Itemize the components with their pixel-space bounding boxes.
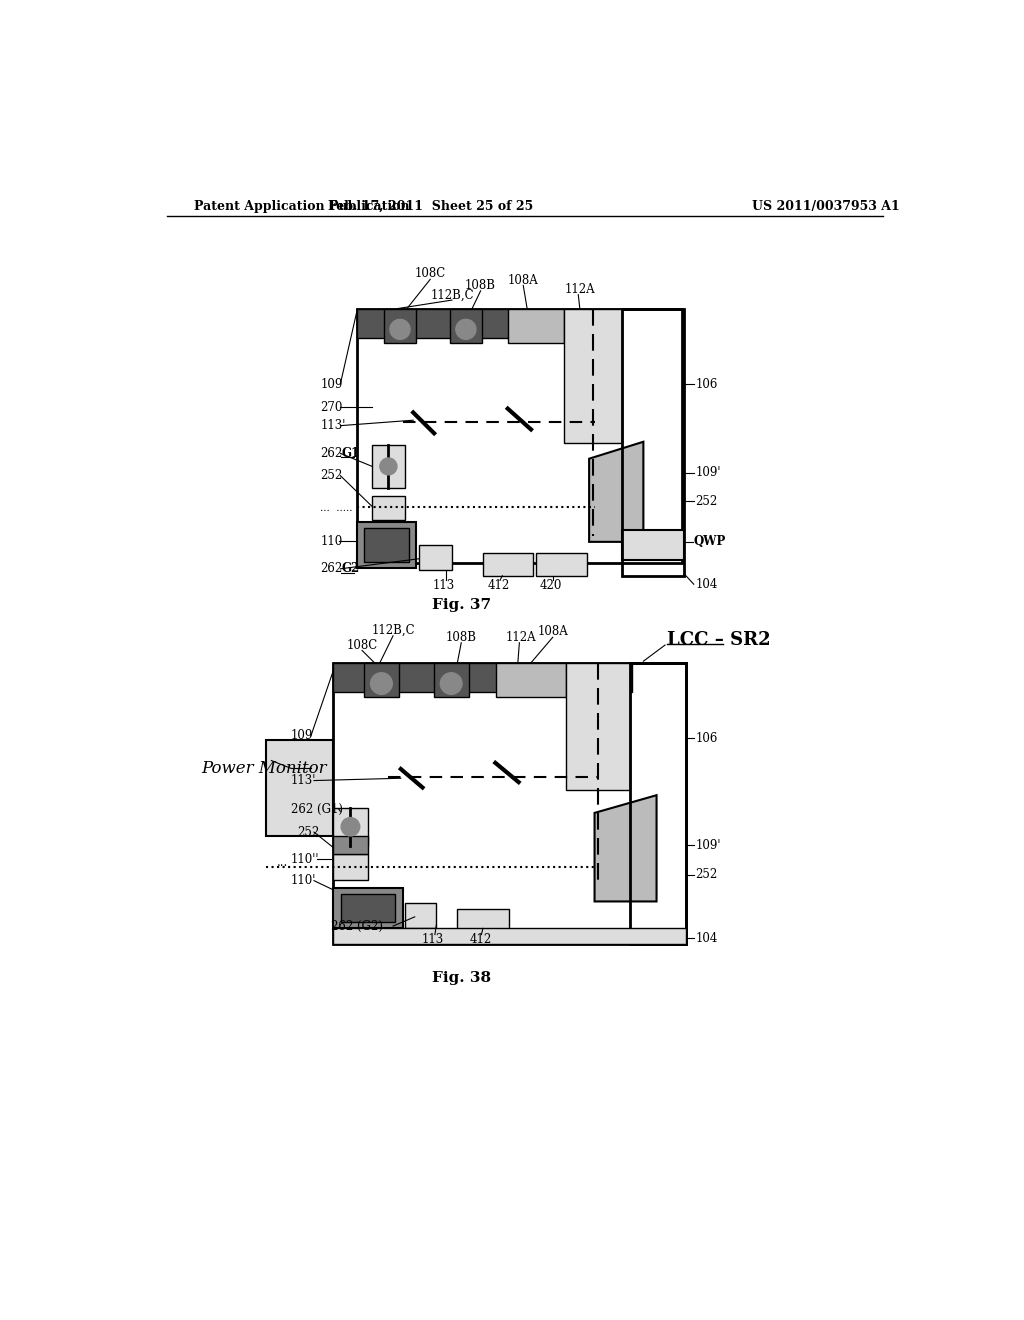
Circle shape bbox=[380, 458, 397, 475]
Text: 252: 252 bbox=[321, 469, 342, 482]
Text: 109: 109 bbox=[321, 378, 343, 391]
Circle shape bbox=[341, 817, 359, 836]
Text: Fig. 38: Fig. 38 bbox=[432, 972, 490, 986]
Polygon shape bbox=[334, 836, 369, 854]
Circle shape bbox=[440, 673, 462, 694]
Circle shape bbox=[456, 319, 476, 339]
Polygon shape bbox=[483, 553, 532, 576]
Text: G1: G1 bbox=[341, 446, 359, 459]
Text: 110'': 110'' bbox=[291, 853, 319, 866]
Text: 113: 113 bbox=[432, 579, 455, 593]
Text: 252: 252 bbox=[695, 869, 718, 880]
Polygon shape bbox=[589, 442, 643, 543]
Text: 106: 106 bbox=[695, 731, 718, 744]
Text: 113': 113' bbox=[321, 418, 345, 432]
Polygon shape bbox=[266, 739, 334, 836]
Text: ...  .....: ... ..... bbox=[321, 504, 352, 513]
Polygon shape bbox=[434, 663, 469, 697]
Text: QWP: QWP bbox=[693, 536, 726, 548]
Polygon shape bbox=[536, 553, 587, 576]
Text: ...: ... bbox=[276, 857, 288, 870]
Text: 109: 109 bbox=[291, 730, 313, 742]
Text: 110: 110 bbox=[321, 535, 342, 548]
Polygon shape bbox=[356, 521, 417, 568]
Text: G2: G2 bbox=[341, 562, 359, 576]
Text: 262: 262 bbox=[321, 446, 342, 459]
Polygon shape bbox=[404, 903, 436, 928]
Text: Patent Application Publication: Patent Application Publication bbox=[194, 199, 410, 213]
Polygon shape bbox=[384, 309, 417, 343]
Polygon shape bbox=[458, 909, 509, 936]
Polygon shape bbox=[356, 309, 621, 338]
Polygon shape bbox=[419, 545, 452, 570]
Polygon shape bbox=[595, 795, 656, 902]
Text: Power Monitor: Power Monitor bbox=[202, 760, 328, 776]
Text: 109': 109' bbox=[695, 466, 721, 479]
Text: 270: 270 bbox=[321, 400, 343, 413]
Text: 109': 109' bbox=[695, 838, 721, 851]
Text: 113: 113 bbox=[422, 933, 443, 946]
Text: LCC – SR2: LCC – SR2 bbox=[667, 631, 770, 648]
Text: 412: 412 bbox=[487, 579, 510, 593]
Text: 110': 110' bbox=[291, 874, 316, 887]
Text: 420: 420 bbox=[540, 579, 562, 593]
Polygon shape bbox=[334, 663, 632, 692]
Polygon shape bbox=[563, 309, 623, 444]
Text: 108B: 108B bbox=[445, 631, 477, 644]
Polygon shape bbox=[372, 445, 406, 488]
Text: 104: 104 bbox=[695, 578, 718, 591]
Text: 108C: 108C bbox=[346, 639, 378, 652]
Polygon shape bbox=[334, 854, 369, 880]
Text: 112A: 112A bbox=[506, 631, 537, 644]
Text: 252: 252 bbox=[695, 495, 718, 508]
Circle shape bbox=[390, 319, 410, 339]
Polygon shape bbox=[372, 496, 406, 520]
Text: 108A: 108A bbox=[538, 626, 568, 639]
Text: 106: 106 bbox=[695, 378, 718, 391]
Text: 412: 412 bbox=[469, 933, 492, 946]
Polygon shape bbox=[566, 663, 630, 789]
Polygon shape bbox=[623, 529, 684, 561]
Text: 112B,C: 112B,C bbox=[430, 289, 474, 302]
Circle shape bbox=[371, 673, 392, 694]
Polygon shape bbox=[508, 309, 563, 343]
Text: 108B: 108B bbox=[465, 279, 496, 292]
Text: US 2011/0037953 A1: US 2011/0037953 A1 bbox=[752, 199, 899, 213]
Text: 108C: 108C bbox=[415, 268, 445, 280]
Polygon shape bbox=[496, 663, 566, 697]
Polygon shape bbox=[334, 808, 369, 846]
Polygon shape bbox=[334, 928, 686, 944]
Polygon shape bbox=[365, 663, 399, 697]
Polygon shape bbox=[450, 309, 482, 343]
Text: 113': 113' bbox=[291, 774, 316, 787]
Text: 262: 262 bbox=[321, 562, 342, 576]
Polygon shape bbox=[334, 887, 403, 928]
Text: 104: 104 bbox=[695, 932, 718, 945]
Text: 262 (G1): 262 (G1) bbox=[291, 803, 343, 816]
Text: 112A: 112A bbox=[564, 282, 595, 296]
Text: 252: 252 bbox=[297, 825, 319, 838]
Text: 262 (G2): 262 (G2) bbox=[331, 920, 383, 933]
Text: 112B,C: 112B,C bbox=[372, 624, 415, 638]
Text: Fig. 37: Fig. 37 bbox=[432, 598, 490, 612]
Polygon shape bbox=[365, 528, 409, 562]
Text: 108A: 108A bbox=[508, 273, 539, 286]
Polygon shape bbox=[341, 894, 395, 923]
Text: Feb. 17, 2011  Sheet 25 of 25: Feb. 17, 2011 Sheet 25 of 25 bbox=[328, 199, 532, 213]
